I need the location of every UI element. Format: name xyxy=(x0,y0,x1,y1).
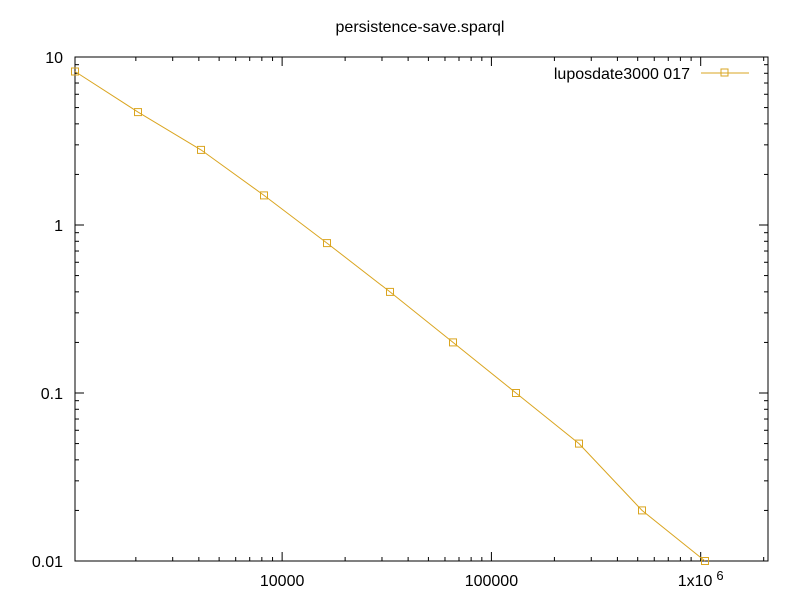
plot-frame xyxy=(74,56,769,562)
data-point-marker xyxy=(134,108,142,117)
y-tick-label: 0.1 xyxy=(41,386,63,403)
x-tick-label: 10000 xyxy=(260,573,305,590)
legend: luposdate3000 017 xyxy=(554,66,749,83)
data-point-marker xyxy=(701,557,709,565)
data-point-marker xyxy=(512,389,520,397)
x-tick-label: 1x10 6 xyxy=(678,568,724,590)
data-point-marker xyxy=(386,287,394,296)
data-point-marker xyxy=(260,191,268,200)
data-point-marker xyxy=(71,67,79,76)
data-point-marker xyxy=(638,506,646,515)
y-tick-label: 1 xyxy=(54,218,63,235)
legend-marker xyxy=(720,68,729,77)
series-line xyxy=(74,71,706,562)
y-axis-ticks: 0.01 0.1 1 10 xyxy=(32,50,768,571)
legend-label: luposdate3000 017 xyxy=(554,66,690,83)
data-point-marker xyxy=(197,145,205,154)
series-layer xyxy=(71,67,709,565)
x-axis-ticks: 10000 100000 1x10 6 xyxy=(135,57,765,590)
data-point-marker xyxy=(575,439,583,448)
y-tick-label: 0.01 xyxy=(32,554,63,571)
y-tick-label: 10 xyxy=(45,50,63,67)
chart-title: persistence-save.sparql xyxy=(336,19,505,36)
x-tick-label: 100000 xyxy=(465,573,518,590)
data-point-marker xyxy=(323,239,331,248)
data-point-marker xyxy=(449,338,457,347)
